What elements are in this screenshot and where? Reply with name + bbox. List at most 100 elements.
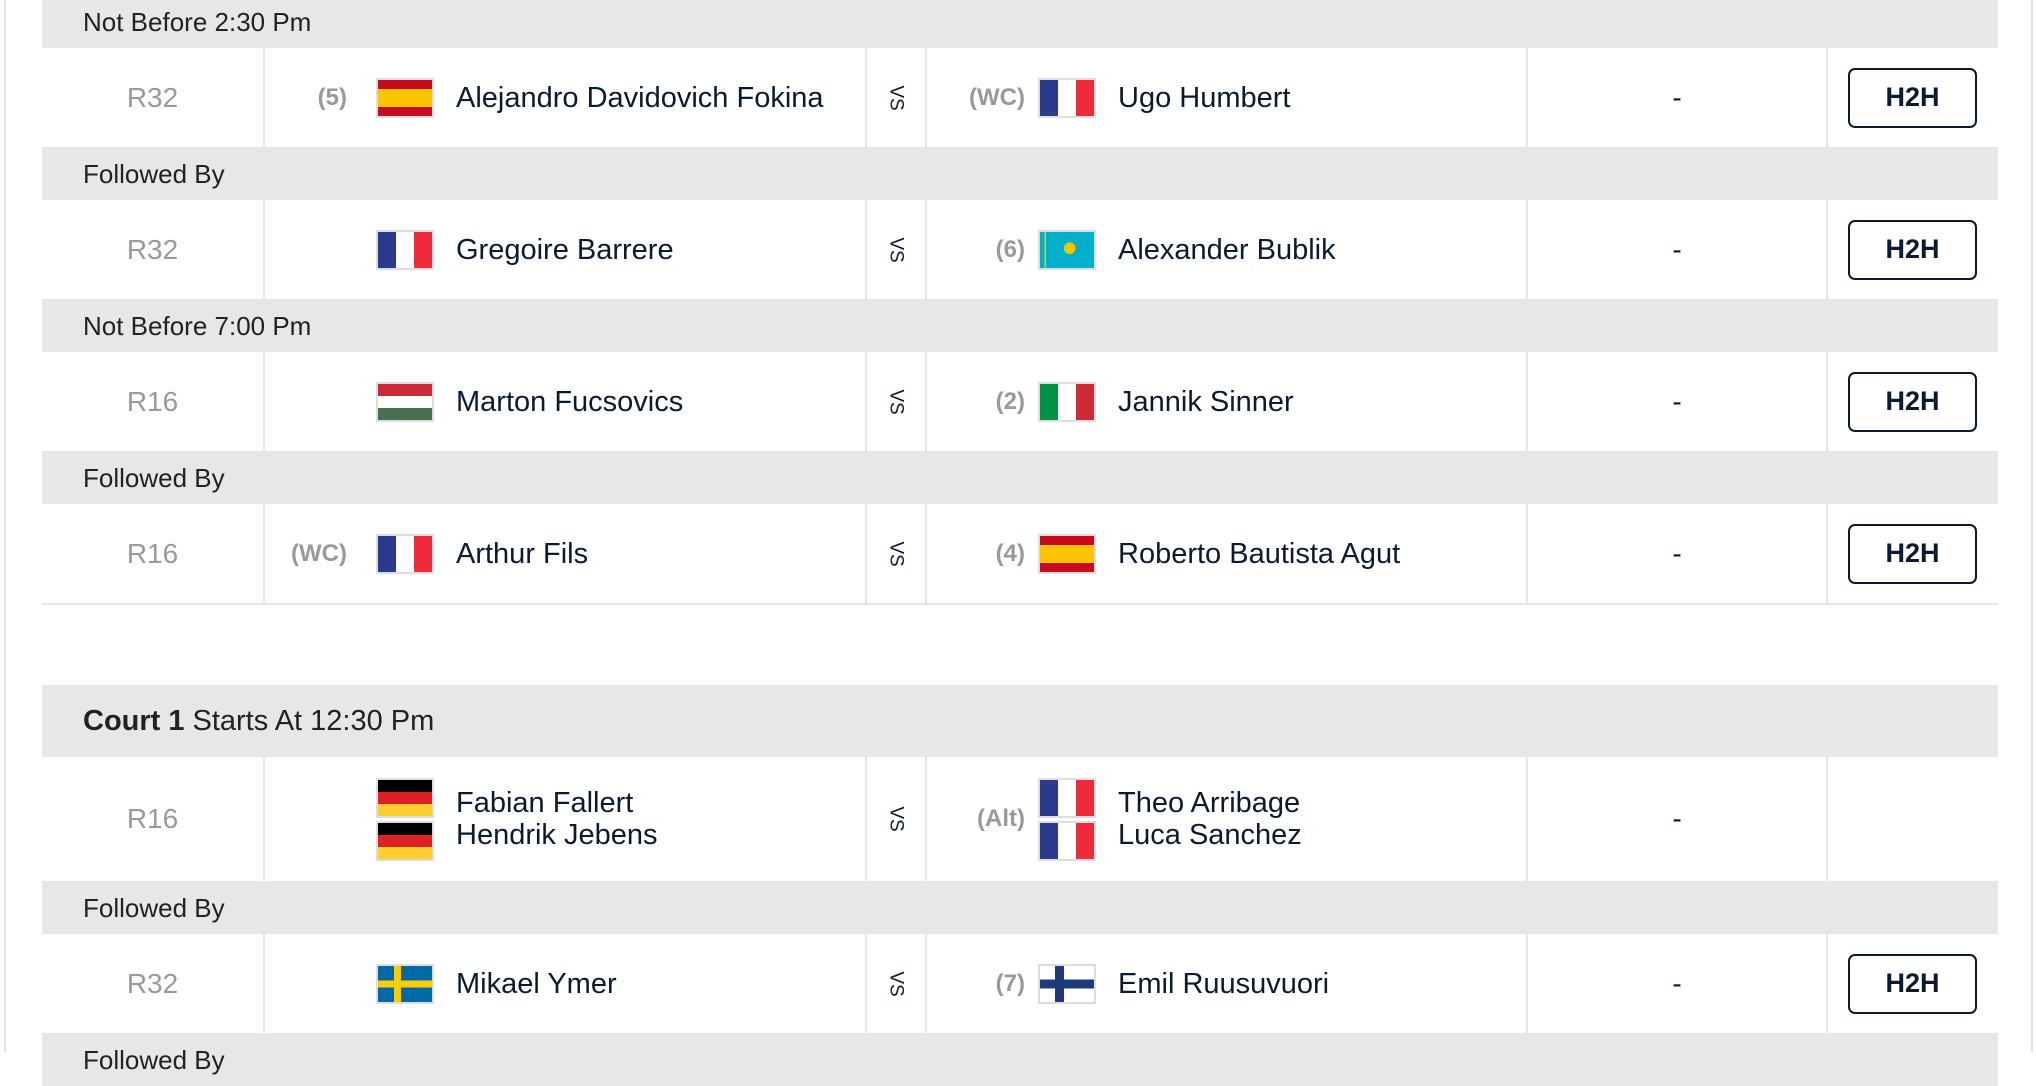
flags — [1038, 381, 1096, 422]
player-names: Alexander Bublik — [1118, 234, 1336, 266]
player-name[interactable]: Roberto Bautista Agut — [1118, 537, 1401, 570]
time-header: Not Before 7:00 Pm — [42, 301, 1998, 352]
flags — [376, 533, 434, 574]
score-label: - — [1672, 233, 1682, 265]
round-label: R16 — [126, 803, 179, 834]
round-cell: R16 — [42, 352, 265, 451]
player-p1-cell: Gregoire Barrere — [265, 200, 867, 299]
player-name[interactable]: Gregoire Barrere — [456, 233, 674, 266]
player-names: Emil Ruusuvuori — [1118, 968, 1329, 1000]
flag-france-icon — [376, 229, 434, 270]
seed-label: (5) — [317, 83, 347, 111]
flag-italy-icon — [1038, 381, 1096, 422]
round-cell: R16 — [42, 757, 265, 881]
flags — [1038, 963, 1096, 1004]
player-p1-cell: Mikael Ymer — [265, 934, 867, 1033]
h2h-button[interactable]: H2H — [1848, 953, 1977, 1014]
score-cell: - — [1528, 48, 1828, 147]
court-name: Court 1 — [83, 704, 185, 737]
player-names: Mikael Ymer — [456, 968, 617, 1000]
time-header: Followed By — [42, 883, 1998, 934]
time-header-label: Not Before 7:00 Pm — [83, 311, 312, 341]
score-label: - — [1672, 967, 1682, 999]
vs-cell: VS — [867, 200, 927, 299]
seed-label: (6) — [995, 235, 1025, 263]
flags — [376, 963, 434, 1004]
vs-cell: VS — [867, 934, 927, 1033]
h2h-cell: H2H — [1828, 48, 1998, 147]
flag-france-icon — [1038, 820, 1096, 861]
flag-sweden-icon — [376, 963, 434, 1004]
seed-label: (4) — [995, 539, 1025, 567]
h2h-button[interactable]: H2H — [1848, 219, 1977, 280]
player-name[interactable]: Alexander Bublik — [1118, 233, 1336, 266]
seed-label: (Alt) — [977, 805, 1025, 832]
player-p1-cell: (WC) Arthur Fils — [265, 504, 867, 603]
flag-hungary-icon — [376, 381, 434, 422]
flags — [376, 381, 434, 422]
score-cell: - — [1528, 352, 1828, 451]
vs-cell: VS — [867, 352, 927, 451]
seed-label: (WC) — [969, 83, 1025, 111]
match-row: R32 (5) Alejandro Davidovich Fokina VS (WC) U… — [42, 48, 1998, 149]
vs-cell: VS — [867, 757, 927, 881]
player-names: Theo Arribage Luca Sanchez — [1118, 787, 1302, 851]
match-row: R16 Marton Fucsovics VS (2) Jannik Sinner - H2… — [42, 352, 1998, 453]
seed-label: (2) — [995, 387, 1025, 415]
court-schedule-court-1: Court 1 Starts At 12:30 Pm R16 Fabian Falle… — [42, 685, 1998, 1086]
court-header: Court 1 Starts At 12:30 Pm — [42, 685, 1998, 757]
player-name[interactable]: Theo Arribage — [1118, 787, 1301, 819]
h2h-button[interactable]: H2H — [1848, 371, 1977, 432]
h2h-button[interactable]: H2H — [1848, 523, 1977, 584]
match-row: R16 Fabian Fallert Hendrik Jebens VS (Alt) Th… — [42, 757, 1998, 883]
score-label: - — [1672, 385, 1682, 417]
player-name[interactable]: Arthur Fils — [456, 537, 589, 570]
player-names: Alejandro Davidovich Fokina — [456, 82, 824, 114]
time-header: Followed By — [42, 453, 1998, 504]
player-name[interactable]: Ugo Humbert — [1118, 81, 1291, 114]
player-name[interactable]: Emil Ruusuvuori — [1118, 967, 1330, 1000]
player-names: Gregoire Barrere — [456, 234, 674, 266]
h2h-cell: H2H — [1828, 352, 1998, 451]
flag-france-icon — [1038, 77, 1096, 118]
h2h-cell — [1828, 757, 1998, 881]
player-name[interactable]: Hendrik Jebens — [456, 819, 658, 851]
time-header-label: Followed By — [83, 1045, 225, 1075]
match-row: R16 (WC) Arthur Fils VS (4) Roberto Bautista … — [42, 504, 1998, 605]
player-p2-cell: (4) Roberto Bautista Agut — [927, 504, 1528, 603]
time-header: Followed By — [42, 149, 1998, 200]
flags — [1038, 229, 1096, 270]
vs-label: VS — [885, 806, 907, 832]
round-cell: R32 — [42, 934, 265, 1033]
round-cell: R16 — [42, 504, 265, 603]
court-start-time: Starts At 12:30 Pm — [192, 704, 435, 737]
round-cell: R32 — [42, 48, 265, 147]
player-name[interactable]: Fabian Fallert — [456, 787, 634, 819]
score-label: - — [1672, 81, 1682, 113]
match-row: R32 Gregoire Barrere VS (6) Alexander Bublik… — [42, 200, 1998, 301]
player-p2-cell: (WC) Ugo Humbert — [927, 48, 1528, 147]
score-label: - — [1672, 803, 1682, 834]
player-p1-cell: Fabian Fallert Hendrik Jebens — [265, 757, 867, 881]
time-header: Not Before 2:30 Pm — [42, 0, 1998, 48]
player-name[interactable]: Marton Fucsovics — [456, 385, 684, 418]
player-name[interactable]: Alejandro Davidovich Fokina — [456, 81, 824, 114]
flags — [376, 77, 434, 118]
h2h-button[interactable]: H2H — [1848, 67, 1977, 128]
flags — [1038, 533, 1096, 574]
scrollbar-track[interactable] — [2031, 0, 2033, 1052]
player-names: Arthur Fils — [456, 538, 588, 570]
time-header-label: Followed By — [83, 893, 225, 923]
flag-spain-icon — [376, 77, 434, 118]
flag-france-icon — [376, 533, 434, 574]
vs-cell: VS — [867, 504, 927, 603]
player-name[interactable]: Mikael Ymer — [456, 967, 617, 1000]
flags — [1038, 777, 1096, 861]
left-border — [4, 0, 6, 1052]
time-header: Followed By — [42, 1035, 1998, 1086]
score-cell: - — [1528, 757, 1828, 881]
match-row: R32 Mikael Ymer VS (7) Emil Ruusuvuori - H2H — [42, 934, 1998, 1035]
player-name[interactable]: Jannik Sinner — [1118, 385, 1294, 418]
player-name[interactable]: Luca Sanchez — [1118, 819, 1302, 851]
flag-germany-icon — [376, 777, 434, 818]
